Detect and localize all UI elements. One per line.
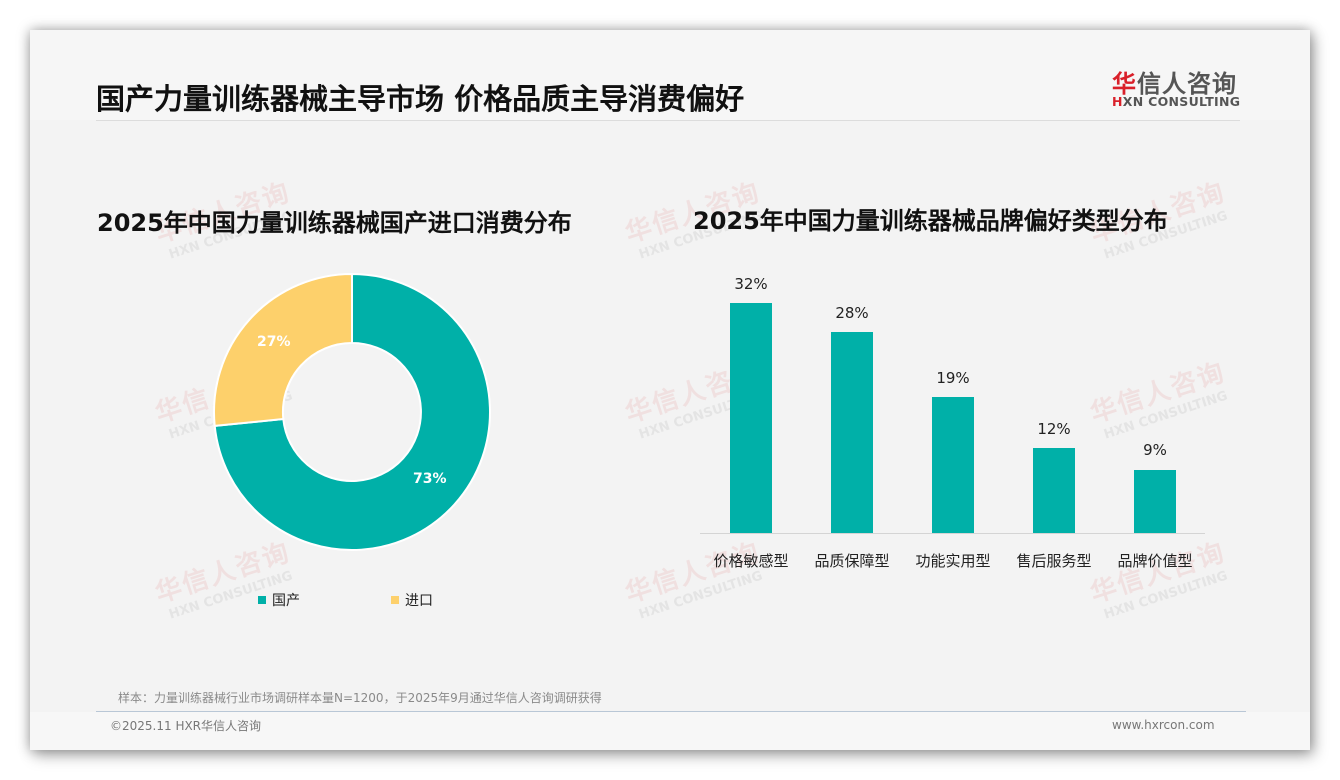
bar-value-label: 32% <box>734 275 768 293</box>
bar-value-label: 19% <box>936 369 970 387</box>
bar-quality-assurance[interactable] <box>831 332 873 533</box>
copyright: ©2025.11 HXR华信人咨询 <box>110 719 262 733</box>
bar-after-sales[interactable] <box>1033 448 1075 533</box>
bar-brand-value[interactable] <box>1134 470 1176 533</box>
legend-item-domestic: 国产 <box>258 590 300 610</box>
x-axis-line <box>700 533 1205 534</box>
donut-chart-title: 2025年中国力量训练器械国产进口消费分布 <box>97 209 572 237</box>
footer-divider <box>96 711 1246 712</box>
sample-note: 样本：力量训练器械行业市场调研样本量N=1200，于2025年9月通过华信人咨询… <box>118 691 602 705</box>
title-divider <box>96 120 1240 121</box>
footer-band <box>30 712 1310 750</box>
bar-chart-title: 2025年中国力量训练器械品牌偏好类型分布 <box>693 207 1168 235</box>
bar-functional-practical[interactable] <box>932 397 974 533</box>
bar-value-label: 12% <box>1037 420 1071 438</box>
donut-slice-domestic[interactable] <box>213 272 491 551</box>
slice-label-domestic: 73% <box>413 471 447 487</box>
logo-en: HXN CONSULTING <box>1112 94 1241 109</box>
legend-swatch-icon <box>258 596 266 604</box>
header-band <box>30 30 1310 120</box>
legend-item-import: 进口 <box>391 590 433 610</box>
bar-category-label: 价格敏感型 <box>713 552 789 570</box>
bar-category-label: 品质保障型 <box>814 552 890 570</box>
bar-category-label: 功能实用型 <box>915 552 991 570</box>
logo-cn: 华信人咨询 <box>1112 70 1237 98</box>
donut-chart <box>213 272 491 551</box>
bar-price-sensitive[interactable] <box>730 303 772 533</box>
bar-category-label: 品牌价值型 <box>1117 552 1193 570</box>
bar-value-label: 28% <box>835 304 869 322</box>
legend-swatch-icon <box>391 596 399 604</box>
page-title: 国产力量训练器械主导市场 价格品质主导消费偏好 <box>96 82 745 116</box>
company-logo: 华信人咨询 HXN CONSULTING <box>1112 64 1242 114</box>
slice-label-import: 27% <box>257 334 291 350</box>
bar-value-label: 9% <box>1143 441 1167 459</box>
bar-category-label: 售后服务型 <box>1016 552 1092 570</box>
website-link[interactable]: www.hxrcon.com <box>1112 718 1215 732</box>
donut-slice-import[interactable] <box>213 272 353 427</box>
